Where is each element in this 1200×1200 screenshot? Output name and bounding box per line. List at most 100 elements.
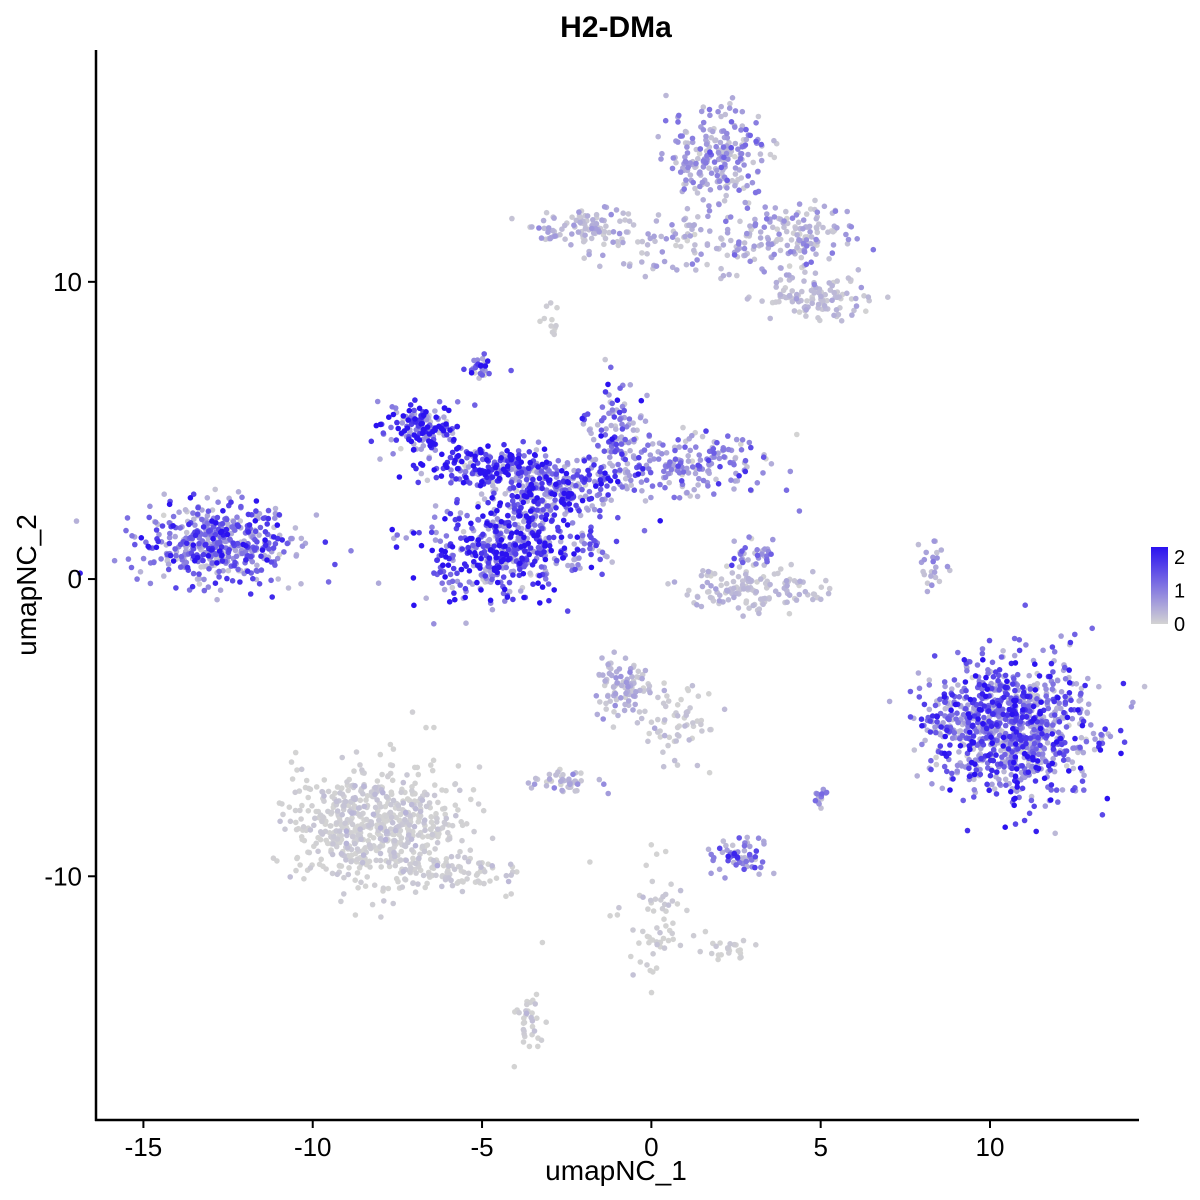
data-point <box>354 870 361 876</box>
data-point <box>717 184 723 191</box>
data-point <box>485 443 491 449</box>
data-point <box>341 802 347 809</box>
data-point <box>1002 716 1009 723</box>
data-point <box>199 516 205 523</box>
data-point <box>572 566 578 573</box>
data-point <box>822 291 828 298</box>
data-point <box>551 215 557 221</box>
data-point <box>553 471 559 478</box>
data-point <box>970 740 976 746</box>
data-point <box>718 582 724 589</box>
data-point <box>716 866 723 873</box>
data-point <box>607 913 613 919</box>
data-point <box>655 694 661 701</box>
data-point <box>543 1019 549 1025</box>
data-point <box>520 1039 527 1045</box>
data-point <box>187 534 194 541</box>
data-point <box>475 801 482 807</box>
data-point <box>431 570 437 576</box>
data-point <box>585 507 591 513</box>
data-point <box>275 576 282 582</box>
data-point <box>435 826 441 832</box>
data-point <box>677 133 684 139</box>
data-point <box>464 455 470 461</box>
data-point <box>374 778 381 784</box>
data-point <box>700 197 706 203</box>
data-point <box>725 853 731 860</box>
data-point <box>967 746 973 753</box>
data-point <box>793 295 800 302</box>
data-point <box>518 544 524 550</box>
data-point <box>729 562 735 569</box>
data-point <box>349 821 356 828</box>
data-point <box>437 569 444 575</box>
data-point <box>244 568 251 574</box>
data-point <box>967 714 973 721</box>
data-point <box>1098 731 1104 738</box>
data-point <box>599 217 605 223</box>
data-point <box>671 579 678 585</box>
data-point <box>658 233 664 240</box>
data-point <box>209 518 215 524</box>
data-point <box>489 474 496 480</box>
data-point <box>1044 721 1050 728</box>
data-point <box>430 757 437 764</box>
data-point <box>420 872 427 879</box>
data-point <box>623 424 630 430</box>
data-point <box>682 154 688 160</box>
data-point <box>245 529 252 535</box>
data-point <box>339 811 346 818</box>
data-point <box>196 581 203 587</box>
data-point <box>653 218 660 224</box>
data-point <box>1063 763 1070 769</box>
data-point <box>599 571 605 578</box>
data-point <box>366 842 373 848</box>
data-point <box>593 483 599 489</box>
data-point <box>929 582 935 589</box>
data-point <box>853 303 860 309</box>
data-point <box>743 600 749 606</box>
data-point <box>603 223 609 229</box>
data-point <box>726 105 733 111</box>
data-point <box>543 474 549 480</box>
data-point <box>421 848 428 855</box>
data-point <box>489 835 496 842</box>
data-point <box>808 259 814 266</box>
data-point <box>455 807 461 813</box>
data-point <box>664 693 670 699</box>
data-point <box>1018 737 1024 743</box>
data-point <box>377 456 383 462</box>
data-point <box>540 217 547 224</box>
data-point <box>424 477 431 484</box>
data-point <box>705 213 711 220</box>
data-point <box>176 509 182 515</box>
data-point <box>804 298 810 304</box>
data-point <box>951 677 958 683</box>
data-point <box>687 233 694 239</box>
data-point <box>503 872 510 879</box>
data-point <box>745 557 751 563</box>
data-point <box>523 1010 530 1017</box>
data-point <box>747 843 753 850</box>
data-point <box>942 733 948 740</box>
data-point <box>449 822 456 829</box>
data-point <box>1010 725 1016 732</box>
data-point <box>482 573 489 579</box>
data-point <box>167 530 173 537</box>
data-point <box>937 731 944 738</box>
data-point <box>400 868 407 875</box>
data-point <box>717 592 723 599</box>
data-point <box>264 557 270 563</box>
data-point <box>787 249 794 255</box>
data-point <box>464 876 470 882</box>
data-point <box>381 898 387 904</box>
data-point <box>973 767 980 773</box>
data-point <box>722 111 729 118</box>
data-point <box>435 799 441 806</box>
data-point <box>272 541 279 547</box>
data-point <box>987 772 994 779</box>
data-point <box>990 711 996 717</box>
data-point <box>660 893 666 900</box>
data-point <box>297 862 303 868</box>
